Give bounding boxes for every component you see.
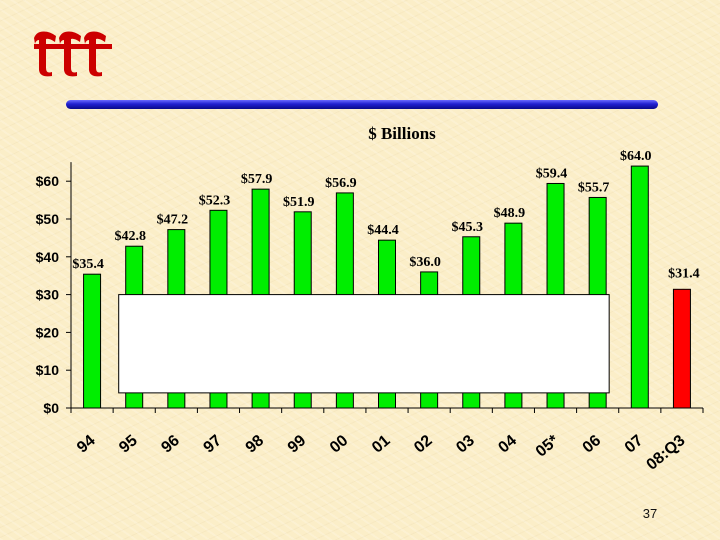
value-label-98: $57.9 [241, 172, 273, 187]
slide-number: 37 [642, 506, 658, 521]
x-tick-label-07: 07 [622, 432, 647, 457]
value-label-07: $64.0 [620, 149, 652, 164]
y-tick-label: $40 [36, 249, 60, 265]
y-tick-label: $20 [36, 324, 60, 340]
bar-08:Q3 [672, 288, 691, 409]
x-tick-label-99: 99 [285, 432, 310, 457]
x-tick-label-98: 98 [243, 432, 268, 457]
x-tick-label-03: 03 [453, 432, 478, 457]
value-label-00: $56.9 [325, 176, 357, 191]
x-tick-label-00: 00 [327, 432, 352, 457]
x-tick-label-97: 97 [200, 432, 225, 457]
value-label-08:Q3: $31.4 [668, 266, 700, 281]
value-label-01: $44.4 [367, 223, 399, 238]
y-tick-label: $0 [43, 400, 59, 416]
x-tick-label-02: 02 [411, 432, 436, 457]
x-tick-label-95: 95 [116, 432, 141, 457]
header-rule [66, 100, 658, 109]
overlay-box [118, 294, 610, 394]
value-label-05*: $59.4 [536, 166, 568, 181]
value-label-97: $52.3 [199, 193, 231, 208]
chart-title: $ Billions [368, 124, 436, 143]
value-label-03: $45.3 [452, 220, 484, 235]
x-tick-label-96: 96 [158, 432, 183, 457]
x-tick-label-94: 94 [74, 432, 99, 457]
bar-07 [630, 165, 649, 409]
y-tick-label: $10 [36, 362, 60, 378]
value-label-04: $48.9 [494, 206, 526, 221]
x-tick-label-05*: 05* [533, 432, 563, 461]
bar-94 [83, 273, 102, 409]
y-tick-label: $60 [36, 173, 60, 189]
triple-t-logo-icon [34, 31, 112, 77]
x-tick-label-04: 04 [495, 432, 520, 457]
y-tick-label: $30 [36, 287, 60, 303]
value-label-94: $35.4 [72, 257, 104, 272]
y-tick-label: $50 [36, 211, 60, 227]
x-tick-label-01: 01 [369, 432, 394, 457]
x-tick-label-08:Q3: 08:Q3 [644, 432, 689, 474]
value-label-96: $47.2 [157, 213, 189, 228]
value-label-02: $36.0 [409, 255, 441, 270]
value-label-06: $55.7 [578, 180, 610, 195]
value-label-95: $42.8 [114, 229, 146, 244]
x-tick-label-06: 06 [580, 432, 605, 457]
value-label-99: $51.9 [283, 195, 315, 210]
